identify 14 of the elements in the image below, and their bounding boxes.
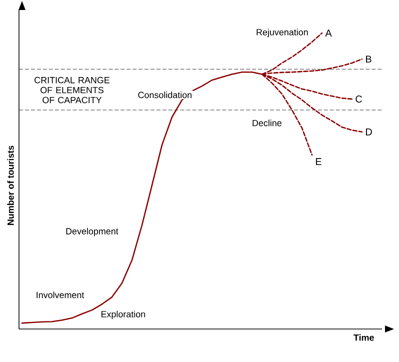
series-label: C (356, 96, 362, 103)
annotation: CRITICAL RANGE OF ELEMENTS OF CAPACITY (34, 76, 110, 104)
series-label: E (316, 158, 322, 166)
annotation: Involvement (36, 292, 84, 298)
series-label: B (366, 56, 372, 63)
series-label: D (366, 128, 372, 136)
series-label: A (325, 30, 332, 37)
annotation: Consolidation (138, 92, 192, 98)
x-axis-title: Time (354, 334, 374, 341)
annotation: Rejuvenation (256, 28, 308, 38)
annotation: Exploration (101, 310, 146, 320)
annotation: Development (66, 228, 118, 236)
annotation: Decline (252, 120, 282, 126)
y-axis-title: Number of tourists (7, 146, 14, 225)
